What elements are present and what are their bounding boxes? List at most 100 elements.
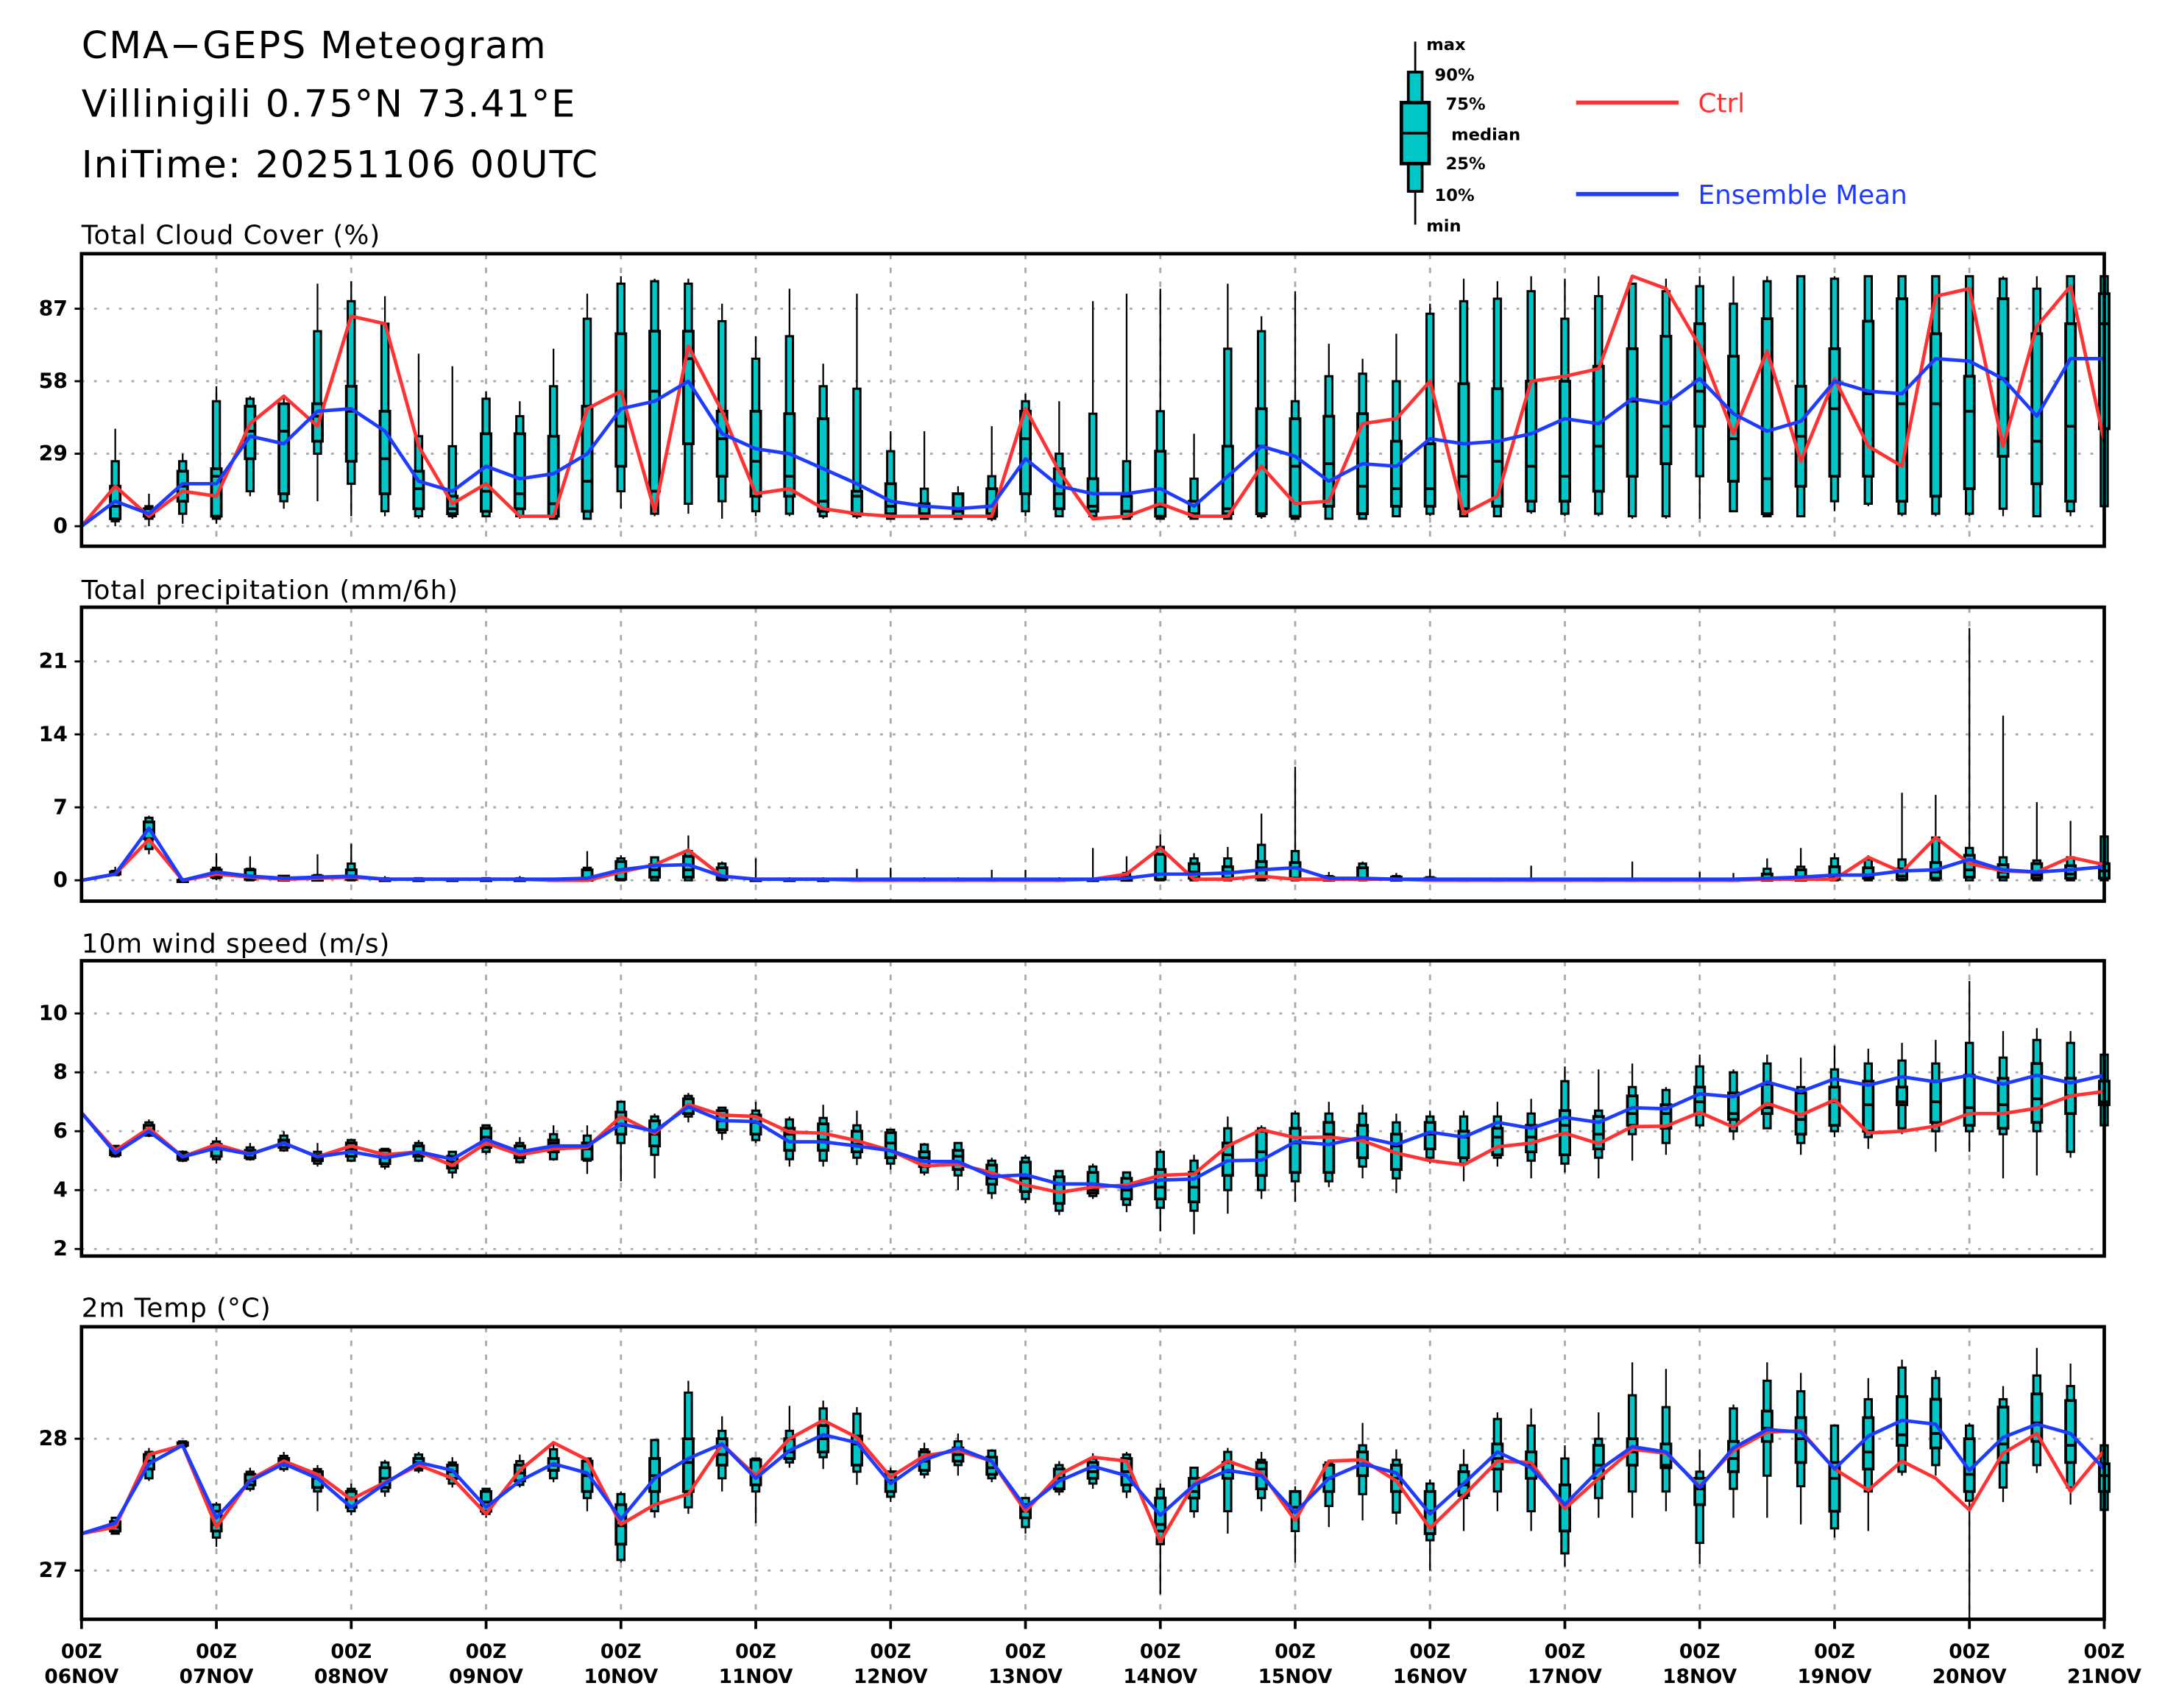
box-whisker — [614, 276, 628, 509]
box-whisker — [1929, 1040, 1942, 1152]
chart-title: CMA−GEPS Meteogram — [82, 24, 548, 67]
box-whisker — [1626, 1362, 1639, 1518]
y-tick-label: 4 — [53, 1178, 68, 1202]
y-tick-label: 28 — [39, 1427, 68, 1451]
panel-title: Total precipitation (mm/6h) — [81, 575, 458, 606]
box-p25-p75 — [1996, 1077, 2010, 1130]
box-p25-p75 — [1289, 1127, 1302, 1174]
x-tick-date: 21NOV — [2067, 1666, 2141, 1688]
ctrl-legend-label: Ctrl — [1698, 89, 1745, 119]
box-p25-p75 — [513, 432, 526, 511]
box-p10-p90 — [211, 400, 222, 520]
box-p10-p90 — [1223, 347, 1233, 520]
x-tick-hour: 00Z — [870, 1641, 911, 1663]
box-p10-p90 — [1695, 1470, 1704, 1545]
box-p25-p75 — [1154, 450, 1167, 518]
box-whisker — [1289, 291, 1302, 520]
box-p25-p75 — [1963, 1074, 1976, 1127]
box-p25-p75 — [1626, 347, 1639, 478]
box-p25-p75 — [1760, 1082, 1774, 1116]
box-whisker — [1154, 288, 1167, 520]
ensemble-mean-line — [81, 1418, 2106, 1536]
y-tick-label: 21 — [39, 649, 68, 673]
box-p25-p75 — [648, 330, 662, 493]
box-whisker — [1727, 1069, 1740, 1141]
box-p25-p75 — [1862, 1080, 1875, 1133]
box-p25-p75 — [1389, 439, 1403, 508]
box-whisker — [648, 1113, 662, 1179]
box-whisker — [648, 856, 662, 882]
box-whisker — [244, 396, 257, 497]
x-tick-date: 20NOV — [1932, 1666, 2007, 1688]
box-whisker — [1255, 316, 1268, 519]
box-p25-p75 — [480, 432, 493, 513]
box-whisker — [749, 336, 762, 517]
box-p25-p75 — [1559, 380, 1571, 503]
box-p25-p75 — [277, 402, 291, 495]
ctrl-line — [80, 274, 2106, 528]
box-whisker — [547, 348, 560, 520]
box-whisker — [1322, 344, 1336, 520]
box-whisker — [1996, 1386, 2010, 1503]
box-p25-p75 — [1929, 332, 1942, 498]
x-tick-hour: 00Z — [1949, 1641, 1990, 1663]
y-tick-label: 2 — [53, 1237, 68, 1261]
box-p25-p75 — [2064, 322, 2077, 503]
box-whisker — [1896, 274, 1909, 517]
box-p25-p75 — [1828, 1461, 1841, 1513]
box-whisker — [1760, 1055, 1774, 1130]
x-tick-date: 09NOV — [449, 1666, 523, 1688]
box-whisker — [1423, 1110, 1436, 1164]
x-tick-date: 06NOV — [44, 1666, 118, 1688]
box-p25-p75 — [1727, 355, 1740, 483]
x-tick-date: 08NOV — [314, 1666, 389, 1688]
box-whisker — [378, 1459, 391, 1497]
y-tick-label: 7 — [53, 795, 68, 820]
box-whisker — [1794, 274, 1807, 518]
y-tick-label: 29 — [39, 442, 68, 466]
legend-min: min — [1426, 217, 1461, 236]
panel-title: 2m Temp (°C) — [82, 1294, 272, 1324]
box-whisker — [614, 1491, 628, 1563]
box-whisker — [817, 1400, 830, 1470]
panel-title: Total Cloud Cover (%) — [81, 221, 380, 251]
box-whisker — [952, 486, 965, 520]
box-p25-p75 — [1693, 1085, 1707, 1116]
y-tick-label: 87 — [39, 297, 68, 321]
box-whisker — [1862, 1049, 1875, 1149]
box-whisker — [378, 296, 391, 517]
box-p25-p75 — [1255, 407, 1268, 515]
x-tick-date: 11NOV — [719, 1666, 793, 1688]
box-whisker — [1727, 276, 1740, 513]
box-whisker — [210, 386, 223, 524]
box-p25-p75 — [1423, 442, 1436, 508]
box-p25-p75 — [1659, 1103, 1673, 1130]
y-tick-label: 10 — [39, 1002, 68, 1026]
x-tick-hour: 00Z — [735, 1641, 776, 1663]
box-p25-p75 — [749, 409, 762, 498]
box-whisker — [1559, 278, 1571, 517]
box-p25-p75 — [1760, 1409, 1774, 1443]
y-tick-label: 0 — [53, 868, 68, 893]
box-p25-p75 — [1255, 1130, 1268, 1177]
x-tick-hour: 00Z — [1409, 1641, 1450, 1663]
box-whisker — [1929, 274, 1942, 517]
box-whisker — [1996, 276, 2010, 517]
box-whisker — [1019, 394, 1032, 517]
box-whisker — [681, 278, 695, 514]
x-tick-hour: 00Z — [1275, 1641, 1316, 1663]
box-p25-p75 — [1896, 297, 1909, 503]
panel-3: 2m Temp (°C) 27 28 — [39, 1294, 2111, 1621]
box-p10-p90 — [1223, 1450, 1233, 1513]
panel-frame — [79, 959, 2106, 1258]
box-whisker — [817, 1105, 830, 1167]
y-tick-label: 14 — [39, 722, 68, 746]
box-whisker — [513, 401, 526, 519]
x-tick-hour: 00Z — [61, 1641, 102, 1663]
box-whisker — [1255, 1125, 1268, 1200]
box-whisker — [1828, 276, 1841, 511]
box-whisker — [1188, 1467, 1201, 1518]
box-whisker — [2030, 1028, 2044, 1176]
ensemble-mean-line — [80, 357, 2105, 528]
box-p25-p75 — [2030, 1392, 2044, 1443]
